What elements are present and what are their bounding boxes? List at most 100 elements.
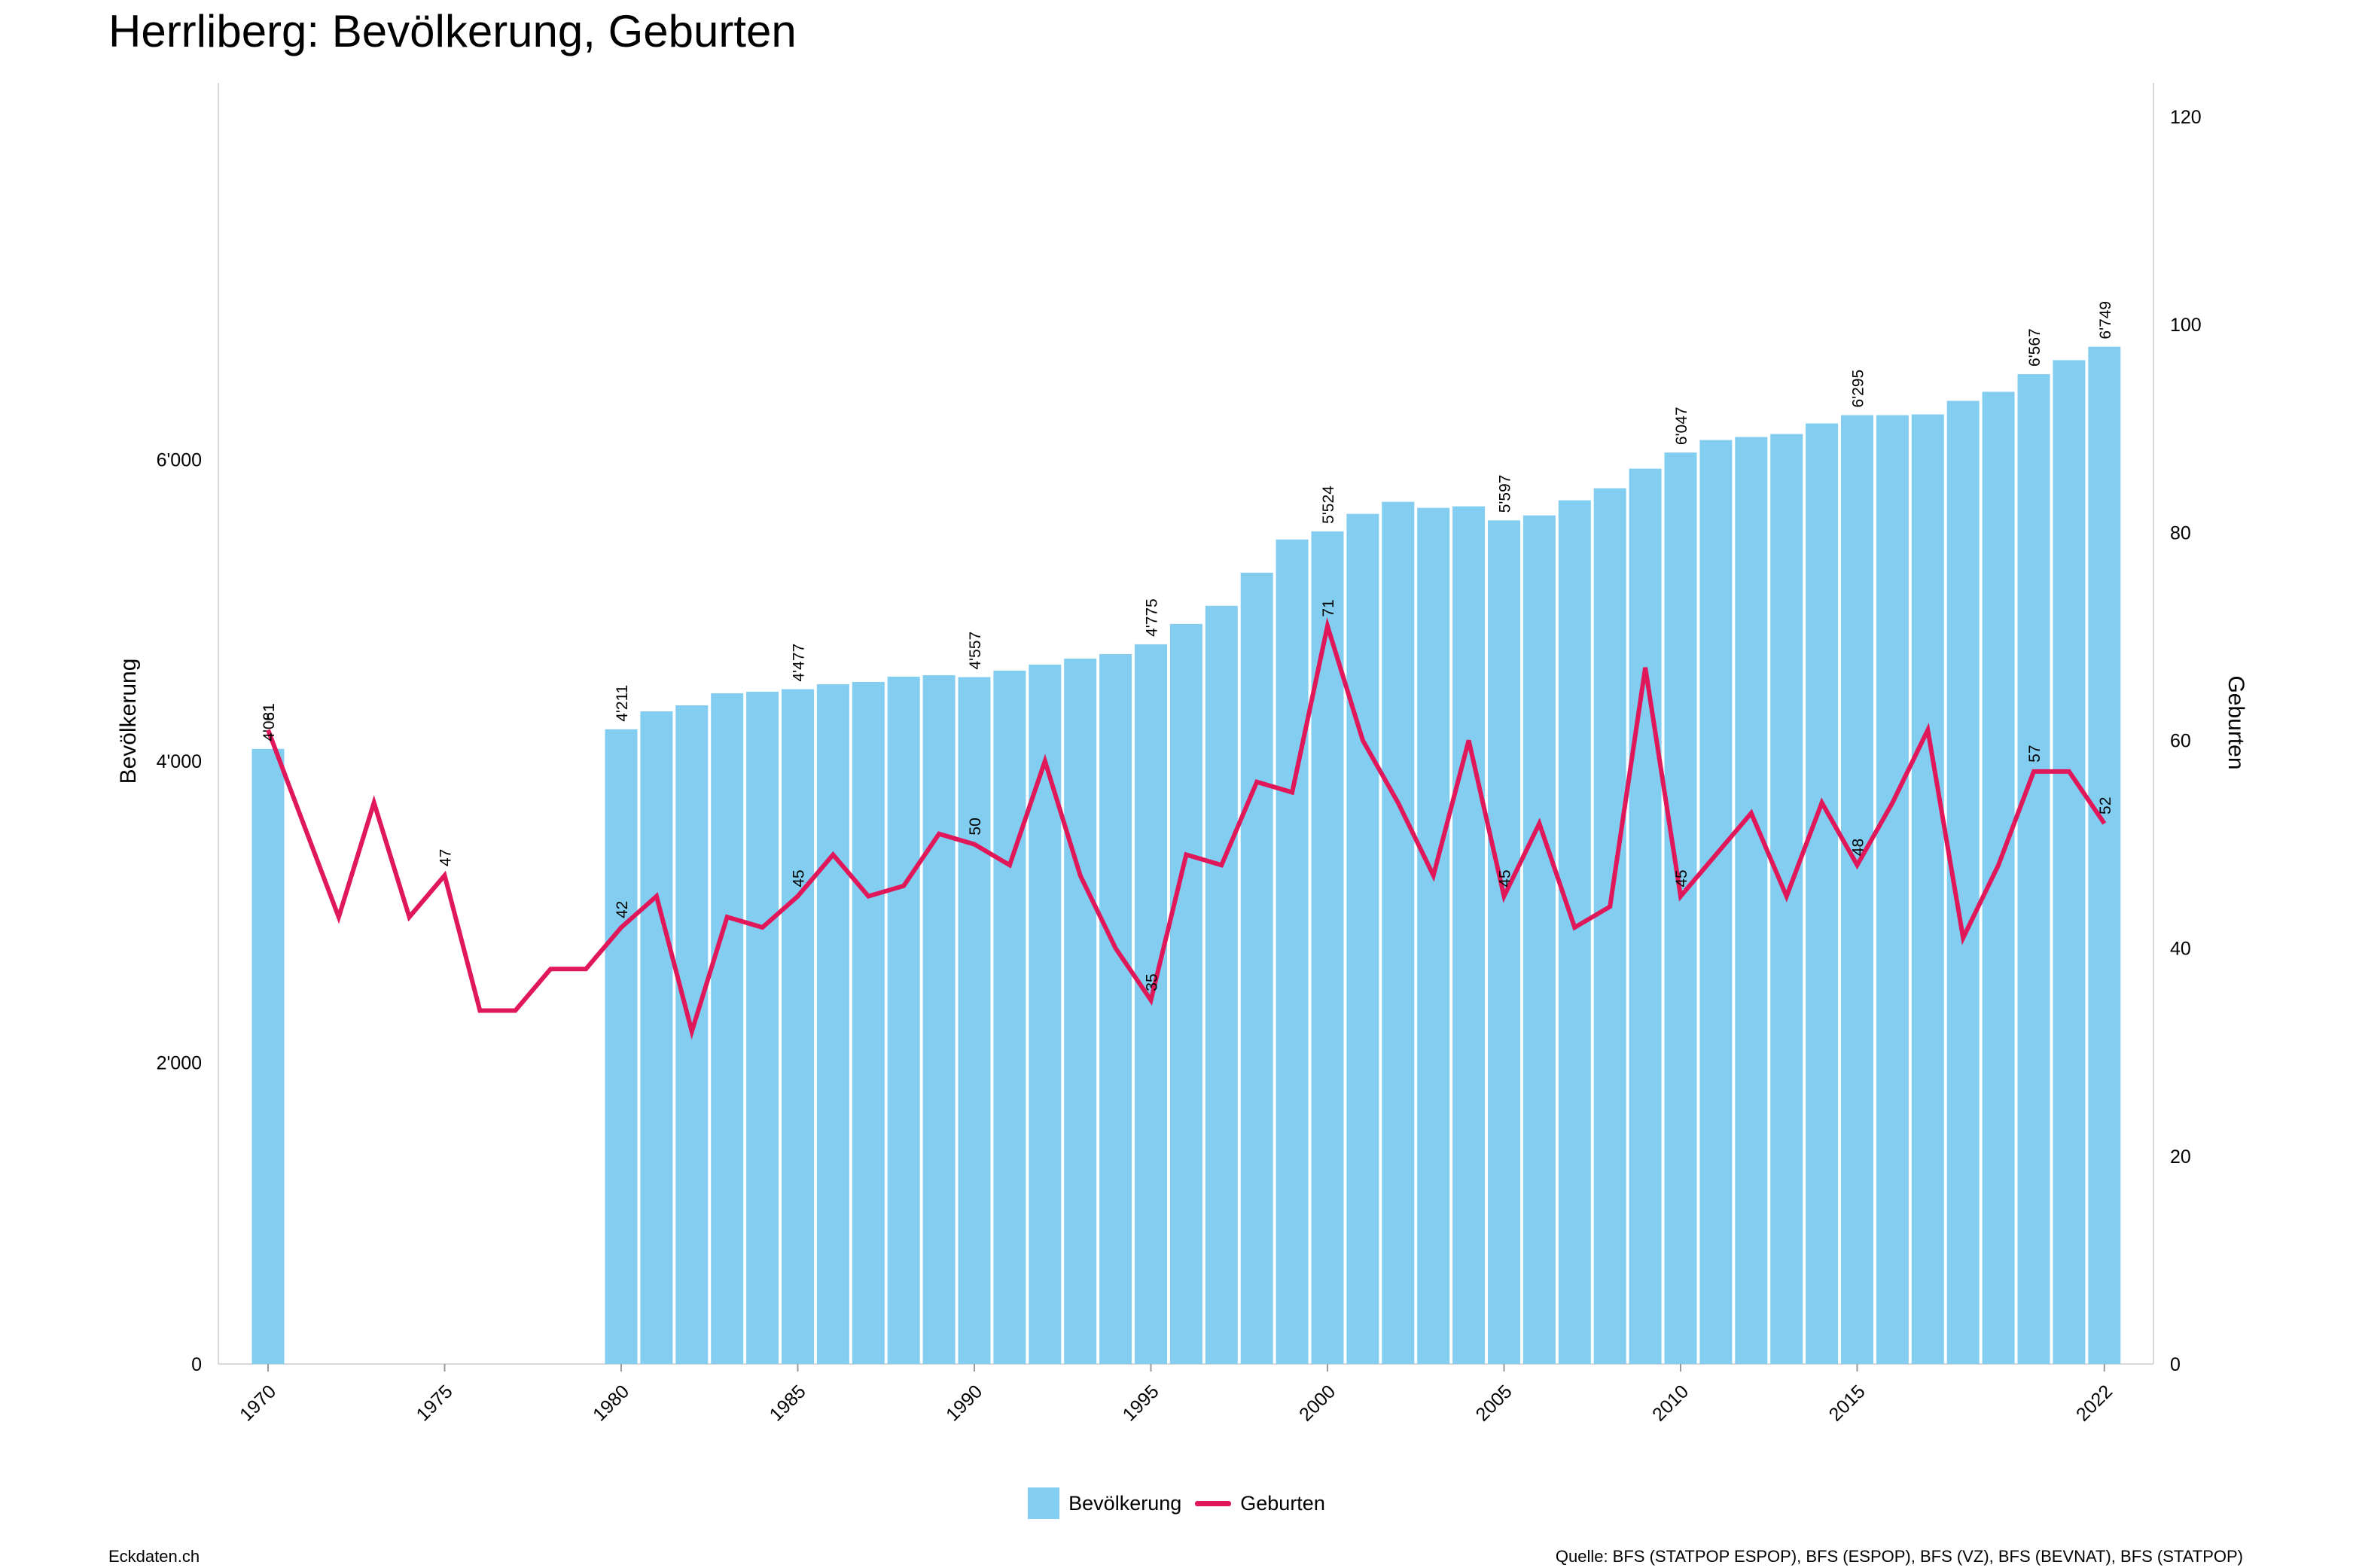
bar-bevoelkerung xyxy=(1911,414,1944,1365)
bar-bevoelkerung xyxy=(251,748,285,1364)
legend-label-geburten: Geburten xyxy=(1240,1491,1325,1515)
bar-bevoelkerung xyxy=(1099,653,1132,1364)
x-tick-label: 2010 xyxy=(1648,1381,1693,1425)
line-value-label: 47 xyxy=(437,849,455,866)
y-left-tick-label: 0 xyxy=(191,1354,202,1375)
line-value-label: 57 xyxy=(2026,745,2044,763)
x-tick-label: 1975 xyxy=(413,1381,457,1425)
bar-bevoelkerung xyxy=(2017,374,2050,1364)
bar-value-label: 4'775 xyxy=(1144,598,1161,637)
y-right-tick-label: 120 xyxy=(2170,107,2202,128)
x-tick-label: 2005 xyxy=(1472,1381,1516,1425)
bars xyxy=(251,346,2121,1365)
y-right-tick-label: 60 xyxy=(2170,731,2191,752)
bar-bevoelkerung xyxy=(1417,507,1450,1364)
bar-bevoelkerung xyxy=(958,677,991,1364)
data-labels: 4'081 4'211 4'477 4'557 4'775 5'524 5'597 6'047… xyxy=(261,301,2114,991)
x-tick-label: 1980 xyxy=(589,1381,633,1425)
bar-value-label: 5'524 xyxy=(1320,486,1337,524)
line-value-label: 61 xyxy=(261,703,278,720)
bar-bevoelkerung xyxy=(1806,423,1839,1364)
bar-bevoelkerung xyxy=(1982,391,2015,1364)
bar-bevoelkerung xyxy=(887,676,920,1364)
bar-bevoelkerung xyxy=(711,693,744,1364)
bar-bevoelkerung xyxy=(922,674,956,1364)
bar-bevoelkerung xyxy=(782,689,814,1364)
bar-bevoelkerung xyxy=(1593,488,1626,1364)
x-tick-label: 1970 xyxy=(236,1381,280,1425)
line-series xyxy=(266,617,2107,1040)
line-value-label: 52 xyxy=(2097,797,2114,814)
bar-bevoelkerung xyxy=(1522,515,1556,1364)
bar-value-label: 4'557 xyxy=(967,632,984,670)
bar-bevoelkerung xyxy=(1558,500,1591,1364)
bar-bevoelkerung xyxy=(1735,437,1768,1364)
bar-value-label: 6'295 xyxy=(1850,370,1867,408)
bar-bevoelkerung xyxy=(1452,506,1486,1365)
bar-bevoelkerung xyxy=(1629,468,1662,1365)
bar-value-label: 4'211 xyxy=(614,685,631,722)
legend-label-bevoelkerung: Bevölkerung xyxy=(1068,1491,1182,1515)
legend-item-geburten[interactable]: Geburten xyxy=(1195,1492,1325,1515)
bar-bevoelkerung xyxy=(993,670,1026,1364)
chart-title: Herrliberg: Bevölkerung, Geburten xyxy=(108,6,797,56)
bar-value-label: 5'597 xyxy=(1497,475,1514,513)
bar-bevoelkerung xyxy=(2088,346,2121,1364)
line-value-label: 42 xyxy=(614,901,631,918)
bar-bevoelkerung xyxy=(1699,440,1733,1364)
bar-value-label: 6'749 xyxy=(2097,301,2114,339)
y-left-axis-title: Bevölkerung xyxy=(116,659,141,784)
bar-bevoelkerung xyxy=(1029,664,1062,1364)
x-tick-label: 1995 xyxy=(1119,1381,1163,1425)
bar-value-label: 4'477 xyxy=(791,644,808,682)
footer-brand: Eckdaten.ch xyxy=(108,1547,200,1566)
legend-swatch-bar xyxy=(1028,1487,1060,1519)
line-value-label: 45 xyxy=(1497,869,1514,887)
y-right-axis-title: Geburten xyxy=(2223,675,2248,769)
bar-bevoelkerung xyxy=(1841,415,1873,1364)
x-tick-label: 1990 xyxy=(942,1381,986,1425)
legend: Bevölkerung Geburten xyxy=(0,1487,2353,1519)
legend-swatch-line xyxy=(1195,1500,1232,1506)
y-right-tick-label: 20 xyxy=(2170,1146,2191,1168)
line-value-label: 50 xyxy=(967,817,984,835)
bar-bevoelkerung xyxy=(746,691,779,1364)
x-tick-label: 2015 xyxy=(1825,1381,1870,1425)
x-tick-label: 1985 xyxy=(766,1381,810,1425)
bar-bevoelkerung xyxy=(1488,520,1520,1364)
bar-value-label: 6'047 xyxy=(1673,406,1690,445)
y-right-tick-label: 100 xyxy=(2170,315,2202,336)
footer-source: Quelle: BFS (STATPOP ESPOP), BFS (ESPOP)… xyxy=(1555,1547,2243,1566)
y-right-tick-label: 80 xyxy=(2170,522,2191,543)
y-right-tick-label: 0 xyxy=(2170,1354,2181,1375)
y-left-tick-label: 2'000 xyxy=(157,1053,202,1074)
bar-bevoelkerung xyxy=(1346,513,1379,1365)
bar-bevoelkerung xyxy=(1205,605,1238,1364)
bar-bevoelkerung xyxy=(2053,360,2086,1364)
bar-bevoelkerung xyxy=(1276,539,1309,1365)
line-value-label: 48 xyxy=(1850,839,1867,856)
bar-bevoelkerung xyxy=(1064,658,1097,1364)
x-tick-label: 2022 xyxy=(2072,1381,2117,1425)
line-value-label: 71 xyxy=(1320,599,1337,617)
bar-bevoelkerung xyxy=(1240,572,1273,1365)
bar-value-label: 4'081 xyxy=(261,703,278,741)
bar-bevoelkerung xyxy=(852,681,885,1364)
x-tick-label: 2000 xyxy=(1295,1381,1340,1425)
bar-bevoelkerung xyxy=(1169,623,1202,1364)
bar-value-label: 6'567 xyxy=(2026,328,2044,367)
legend-item-bevoelkerung[interactable]: Bevölkerung xyxy=(1028,1487,1181,1519)
bar-bevoelkerung xyxy=(640,711,673,1364)
bar-bevoelkerung xyxy=(1664,452,1697,1364)
bar-bevoelkerung xyxy=(1382,501,1415,1365)
line-value-label: 35 xyxy=(1144,973,1161,991)
bar-bevoelkerung xyxy=(1876,415,1909,1364)
line-value-label: 45 xyxy=(1673,869,1690,887)
y-left-tick-label: 6'000 xyxy=(157,450,202,471)
line-value-label: 45 xyxy=(791,869,808,887)
bar-bevoelkerung xyxy=(605,729,638,1364)
y-right-tick-label: 40 xyxy=(2170,939,2191,960)
y-left-tick-label: 4'000 xyxy=(157,751,202,772)
bar-bevoelkerung xyxy=(816,684,849,1364)
